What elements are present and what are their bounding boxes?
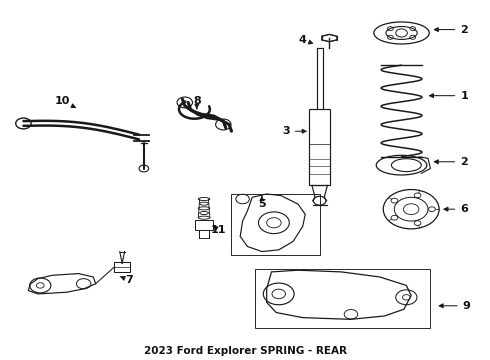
Text: 8: 8 — [193, 96, 201, 109]
Text: 2: 2 — [434, 157, 468, 167]
Bar — [255, 269, 430, 328]
Bar — [231, 194, 319, 255]
Text: 7: 7 — [120, 275, 133, 285]
Text: 4: 4 — [299, 35, 313, 45]
Text: 2: 2 — [434, 24, 468, 35]
Text: 11: 11 — [211, 225, 226, 234]
Text: 6: 6 — [444, 204, 468, 214]
Text: 3: 3 — [282, 126, 306, 136]
Text: 2023 Ford Explorer SPRING - REAR: 2023 Ford Explorer SPRING - REAR — [144, 346, 346, 356]
Bar — [115, 262, 130, 272]
Text: 10: 10 — [54, 96, 75, 108]
Bar — [196, 220, 213, 230]
Text: 5: 5 — [258, 196, 266, 209]
Text: 1: 1 — [430, 91, 468, 101]
Text: 9: 9 — [439, 301, 470, 311]
